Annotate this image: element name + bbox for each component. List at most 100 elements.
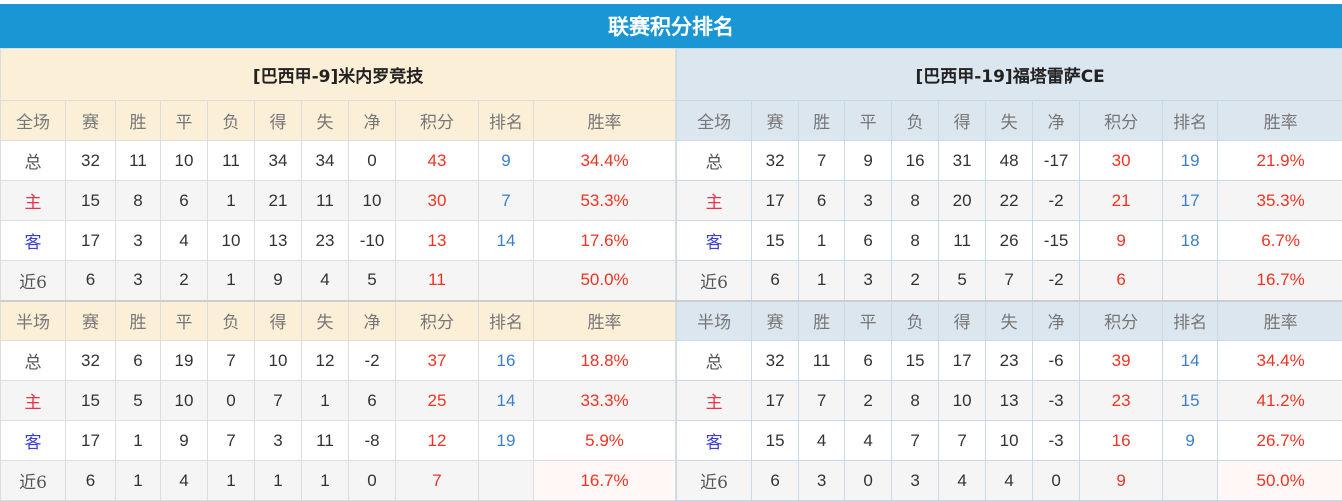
stat-cell: -2: [1032, 260, 1081, 301]
stat-cell: 3: [844, 260, 893, 301]
row-label: 客: [0, 420, 66, 461]
table-row: 客 15 1 6 8 11 26 -15 9 18 6.7%: [676, 220, 1342, 261]
column-header: 失: [985, 100, 1034, 141]
stat-cell: 4: [844, 420, 893, 461]
stat-cell: 34: [301, 140, 349, 181]
column-header: 全场: [0, 100, 66, 141]
column-header: 胜: [798, 299, 846, 341]
stat-cell: 10: [938, 380, 987, 421]
column-header: 赛: [65, 100, 116, 141]
stat-cell: -6: [1032, 340, 1081, 381]
stat-cell: 6: [798, 180, 846, 221]
stat-cell: 7: [395, 460, 479, 501]
stat-cell: 14: [478, 220, 534, 261]
column-header: 负: [207, 299, 255, 341]
full-header-row: 全场赛胜平负得失净积分 排名 胜率: [676, 100, 1342, 141]
stat-cell: 11: [301, 180, 349, 221]
stat-cell: 20: [938, 180, 987, 221]
row-label: 主: [676, 180, 753, 221]
stat-cell: 9: [1079, 220, 1164, 261]
stat-cell: 25: [395, 380, 479, 421]
stat-cell: 17: [938, 340, 987, 381]
stat-cell: 7: [985, 260, 1034, 301]
stat-cell: 4: [301, 260, 349, 301]
stat-cell: 15: [1162, 380, 1219, 421]
column-header: 净: [348, 100, 396, 141]
row-label: 客: [0, 220, 66, 261]
stat-cell: 6: [751, 460, 800, 501]
stat-cell: -17: [1032, 140, 1081, 181]
stat-cell: -10: [348, 220, 396, 261]
stat-cell: 2: [844, 380, 893, 421]
row-label: 近6: [0, 260, 66, 301]
column-header: 平: [160, 100, 208, 141]
stat-cell: 15: [751, 220, 800, 261]
stat-cell: [478, 460, 534, 501]
stat-cell: 13: [985, 380, 1034, 421]
column-header: 失: [985, 299, 1034, 341]
stat-cell: [478, 260, 534, 301]
column-header: 胜率: [532, 299, 677, 341]
stat-cell: 12: [301, 340, 349, 381]
table-row: 总 32 7 9 16 31 48 -17 30 19 21.9%: [676, 140, 1342, 181]
column-header: 胜率: [1217, 100, 1342, 141]
stat-cell: 7: [938, 420, 987, 461]
table-row: 总 32 11 10 11 34 34 0 43 9 34.4%: [0, 140, 677, 181]
table-row: 主 17 6 3 8 20 22 -2 21 17 35.3%: [676, 180, 1342, 221]
row-label: 客: [676, 220, 753, 261]
column-header: 胜率: [532, 100, 677, 141]
stat-cell: 10: [254, 340, 302, 381]
full-header-row: 全场赛胜平负得失净积分 排名 胜率: [0, 100, 677, 141]
stat-cell: 10: [985, 420, 1034, 461]
stat-cell: 8: [115, 180, 161, 221]
stat-cell: 34: [254, 140, 302, 181]
stat-cell: 1: [115, 420, 161, 461]
stat-cell: 39: [1079, 340, 1164, 381]
stat-cell: 15: [65, 380, 116, 421]
stat-cell: 10: [160, 140, 208, 181]
column-header: 胜: [115, 100, 161, 141]
stat-cell: 3: [798, 460, 846, 501]
column-header: 净: [1032, 100, 1081, 141]
stat-cell: 5: [938, 260, 987, 301]
stat-cell: 9: [160, 420, 208, 461]
stat-cell: 16: [891, 140, 940, 181]
stat-cell: 0: [207, 380, 255, 421]
stat-cell: -15: [1032, 220, 1081, 261]
stat-cell: 50.0%: [532, 260, 677, 301]
stat-cell: 17: [751, 180, 800, 221]
stat-cell: 11: [115, 140, 161, 181]
stat-cell: 7: [891, 420, 940, 461]
column-header: 失: [301, 100, 349, 141]
stat-cell: 37: [395, 340, 479, 381]
stat-cell: 6: [844, 340, 893, 381]
column-header: 半场: [676, 299, 753, 341]
stat-cell: 1: [798, 220, 846, 261]
stat-cell: 10: [207, 220, 255, 261]
row-label: 总: [676, 340, 753, 381]
stat-cell: 19: [160, 340, 208, 381]
stat-cell: 11: [301, 420, 349, 461]
stat-cell: 10: [348, 180, 396, 221]
stat-cell: 4: [938, 460, 987, 501]
table-row: 客 17 1 9 7 3 11 -8 12 19 5.9%: [0, 420, 677, 461]
stat-cell: 8: [891, 380, 940, 421]
column-header: 得: [254, 100, 302, 141]
column-header: 净: [348, 299, 396, 341]
stat-cell: 33.3%: [532, 380, 677, 421]
column-header: 全场: [676, 100, 753, 141]
stat-cell: 16.7%: [1217, 260, 1342, 301]
stat-cell: 14: [478, 380, 534, 421]
stat-cell: 1: [207, 460, 255, 501]
stat-cell: 16: [1079, 420, 1164, 461]
stat-cell: 11: [395, 260, 479, 301]
column-header: 排名: [1162, 299, 1219, 341]
row-label: 近6: [676, 260, 753, 301]
stat-cell: 35.3%: [1217, 180, 1342, 221]
row-label: 总: [676, 140, 753, 181]
stat-cell: 26: [985, 220, 1034, 261]
stat-cell: 41.2%: [1217, 380, 1342, 421]
stat-cell: 0: [348, 460, 396, 501]
stat-cell: 15: [891, 340, 940, 381]
row-label: 近6: [676, 460, 753, 501]
